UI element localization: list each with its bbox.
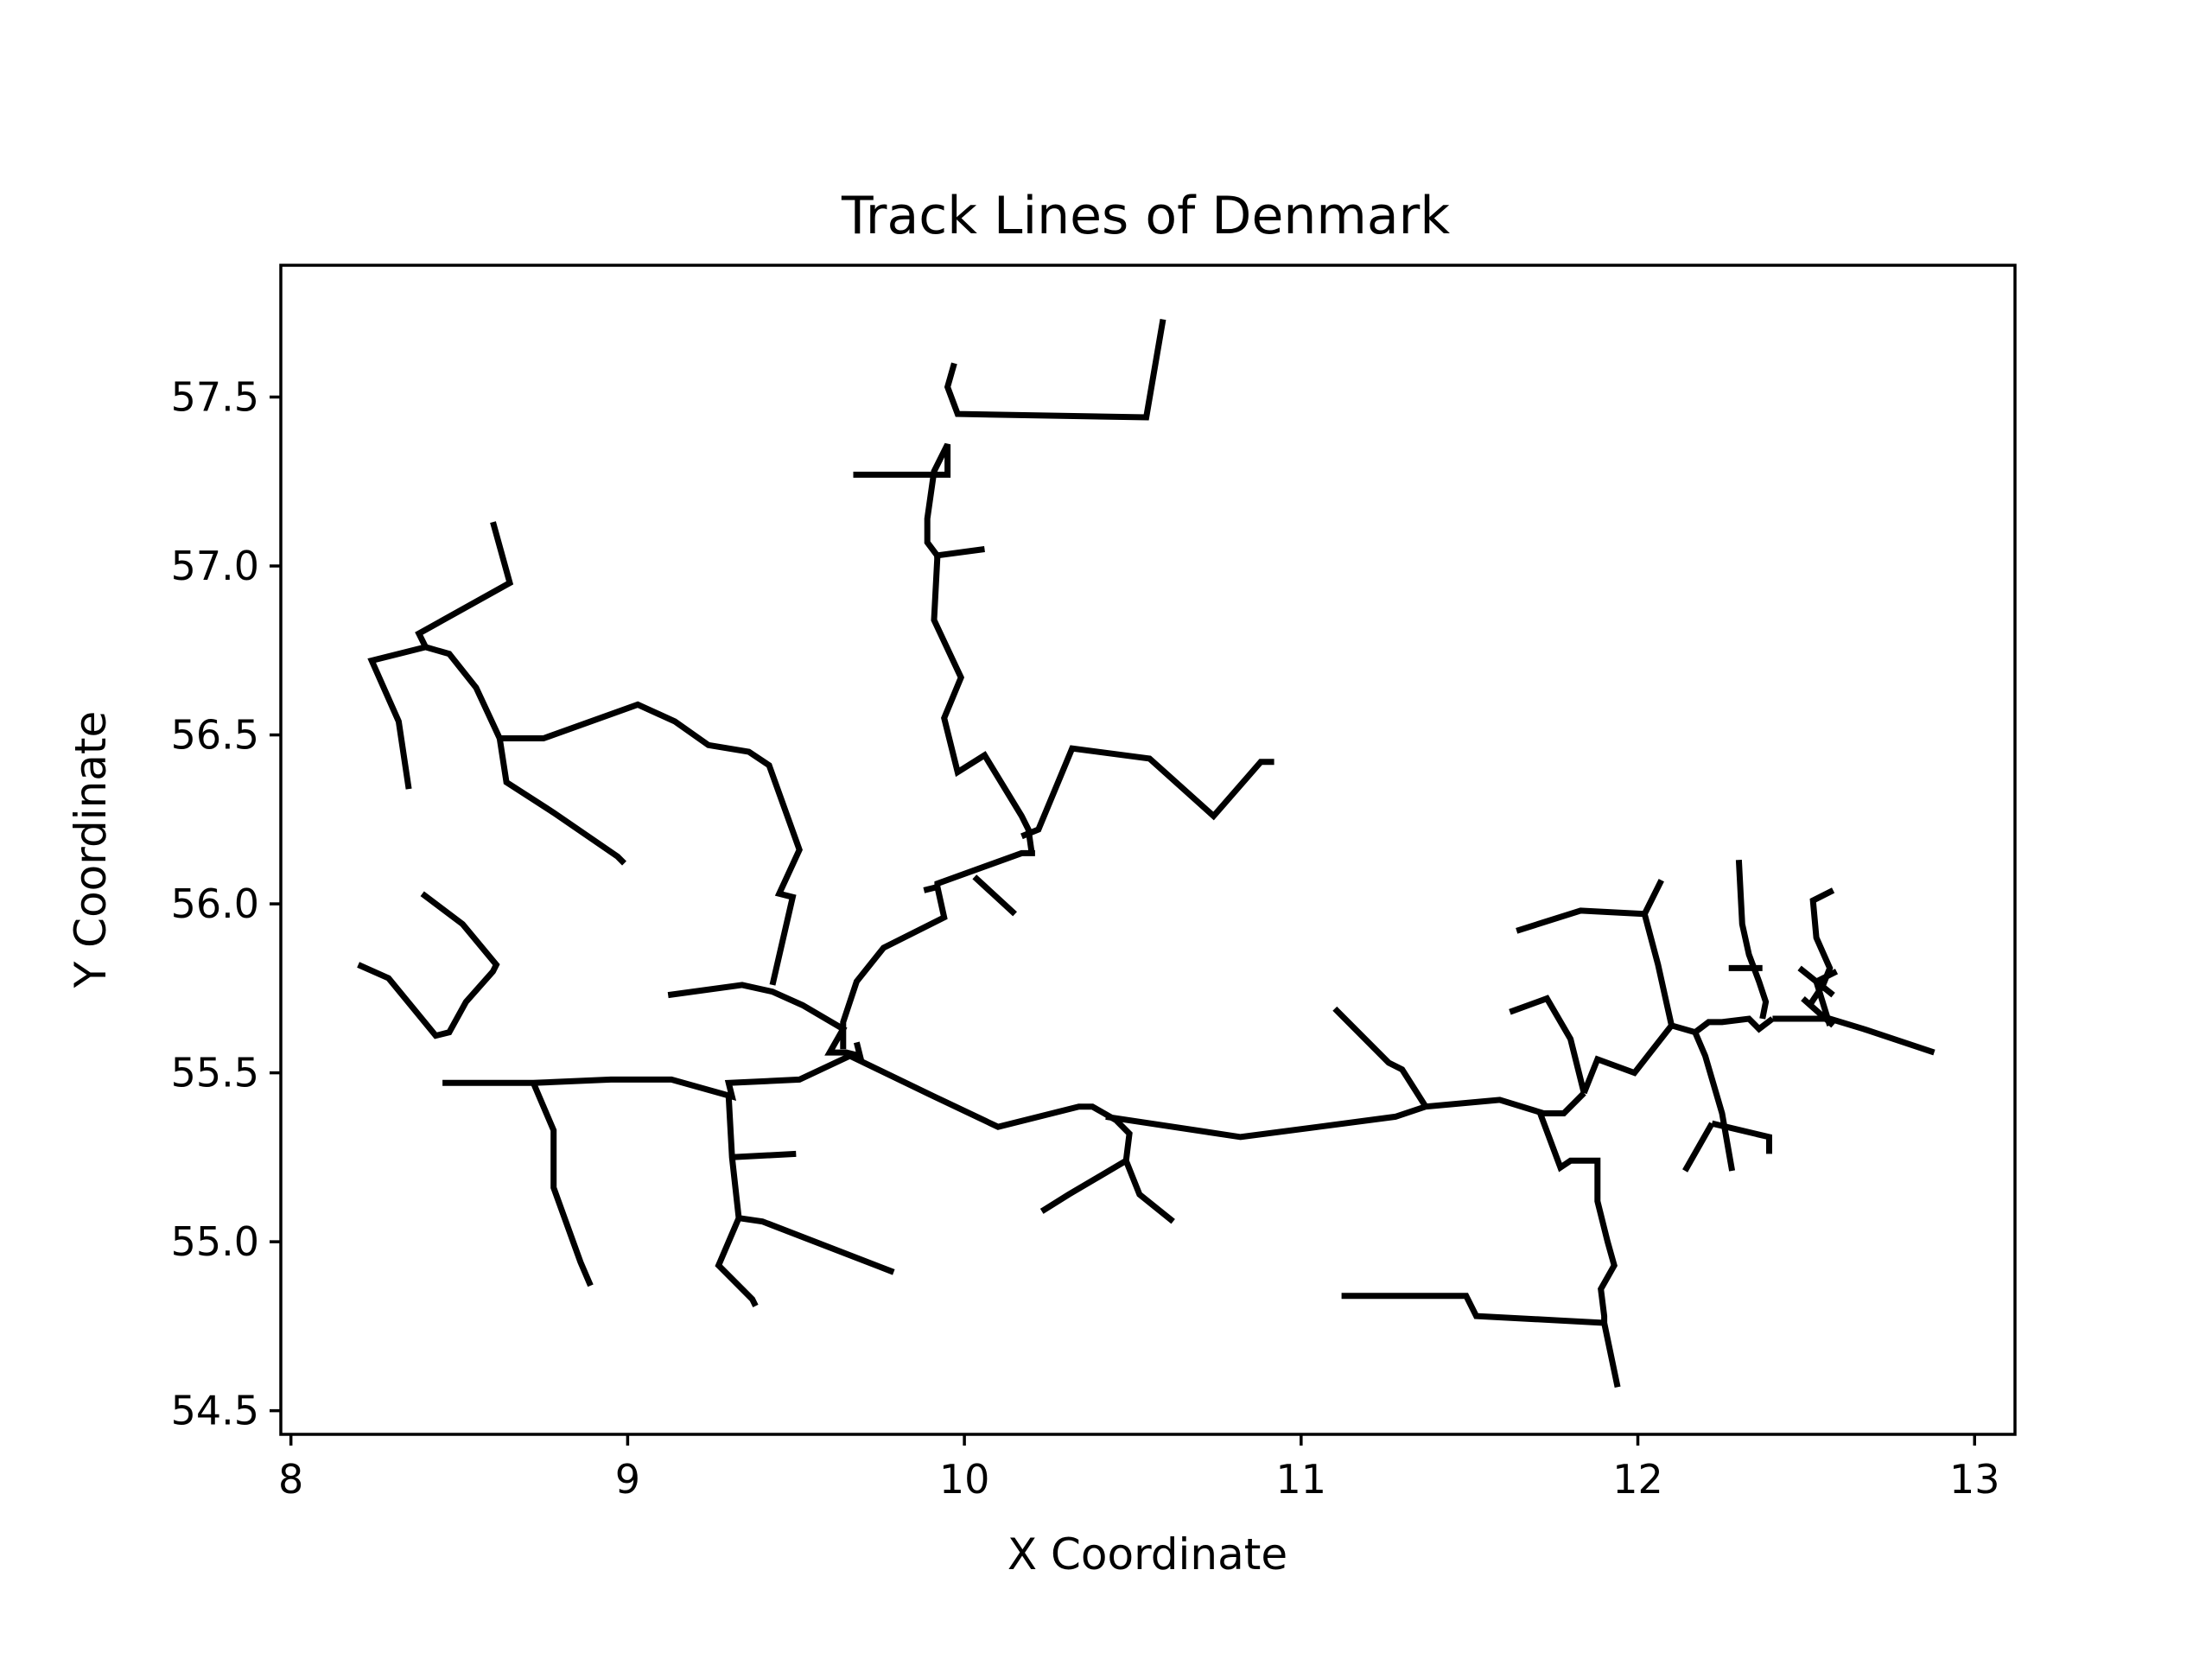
x-axis: 8 9 10 11 12 13 xyxy=(278,1434,2000,1503)
y-tick-label: 54.5 xyxy=(171,1388,259,1434)
chart-title: Track Lines of Denmark xyxy=(841,186,1450,246)
track-line-29 xyxy=(1693,1015,1775,1035)
track-line-38 xyxy=(1812,969,1839,1027)
track-line-32 xyxy=(1772,1015,1936,1056)
track-line-2 xyxy=(853,442,1035,854)
track-line-21 xyxy=(1105,1090,1586,1141)
track-line-22 xyxy=(1332,1006,1428,1109)
track-line-15 xyxy=(531,1081,594,1287)
track-line-16 xyxy=(715,1096,759,1307)
track-line-18 xyxy=(738,1215,895,1275)
track-line-23 xyxy=(1537,1112,1621,1389)
track-line-19 xyxy=(849,1052,1175,1224)
x-tick-label: 13 xyxy=(1949,1456,2000,1503)
x-tick-label: 12 xyxy=(1612,1456,1663,1503)
y-axis: 54.5 55.0 55.5 56.0 56.5 57.0 57.5 xyxy=(171,374,281,1434)
x-tick-label: 8 xyxy=(278,1456,303,1503)
track-line-24 xyxy=(1341,1293,1605,1326)
x-tick-label: 11 xyxy=(1276,1456,1327,1503)
track-line-27 xyxy=(1509,995,1587,1094)
y-tick-label: 55.5 xyxy=(171,1050,259,1096)
track-line-30 xyxy=(1711,1120,1772,1154)
track-line-17 xyxy=(732,1150,797,1160)
track-line-10 xyxy=(496,737,626,866)
track-line-13 xyxy=(357,891,500,1039)
track-line-26 xyxy=(1516,907,1645,934)
track-line-12 xyxy=(367,644,427,790)
track-line-28 xyxy=(1670,1022,1736,1172)
track-line-14 xyxy=(442,1052,852,1101)
y-tick-label: 56.5 xyxy=(171,712,259,759)
x-tick-label: 10 xyxy=(939,1456,990,1503)
track-line-6 xyxy=(972,874,1017,917)
y-tick-label: 55.0 xyxy=(171,1218,259,1265)
track-line-4 xyxy=(1020,745,1274,840)
track-line-8 xyxy=(667,982,865,1060)
track-line-5 xyxy=(923,849,1035,893)
y-tick-label: 57.5 xyxy=(171,374,259,421)
y-axis-label: Y Coordinate xyxy=(66,711,116,989)
plot-frame xyxy=(279,264,2017,1436)
track-line-20 xyxy=(1039,1158,1128,1214)
track-lines xyxy=(357,319,1936,1389)
y-tick-label: 57.0 xyxy=(171,543,259,589)
track-line-9 xyxy=(499,701,803,986)
x-tick-label: 9 xyxy=(615,1456,640,1503)
x-axis-label: X Coordinate xyxy=(1007,1529,1287,1580)
track-line-3 xyxy=(933,546,985,559)
track-line-1 xyxy=(944,319,1166,421)
y-tick-label: 56.0 xyxy=(171,880,259,927)
track-line-31 xyxy=(1682,1122,1715,1173)
